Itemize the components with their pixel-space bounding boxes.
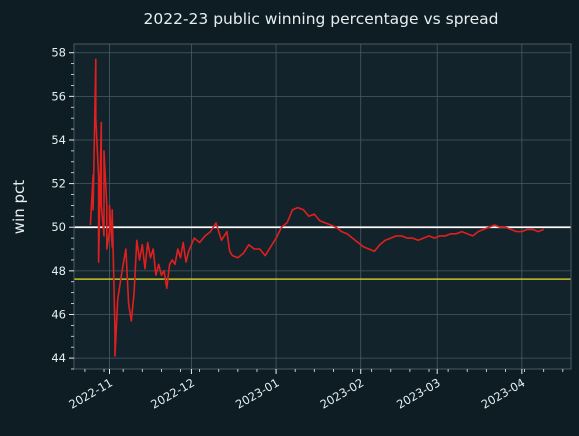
plot-area (74, 44, 571, 369)
y-tick-label: 58 (51, 46, 66, 60)
y-tick-label: 46 (51, 307, 66, 321)
series-line (89, 58, 544, 357)
chart-title: 2022-23 public winning percentage vs spr… (144, 10, 499, 28)
y-tick-label: 56 (51, 89, 66, 103)
plot-frame (73, 43, 572, 370)
y-axis-label: win pct (10, 180, 28, 234)
y-tick-label: 54 (51, 133, 66, 147)
y-tick-label: 50 (51, 220, 66, 234)
y-tick-label: 44 (51, 351, 66, 365)
y-axis: 44 46 48 50 52 54 56 58 (51, 46, 74, 370)
y-tick-label: 48 (51, 264, 66, 278)
y-tick-label: 52 (51, 177, 66, 191)
